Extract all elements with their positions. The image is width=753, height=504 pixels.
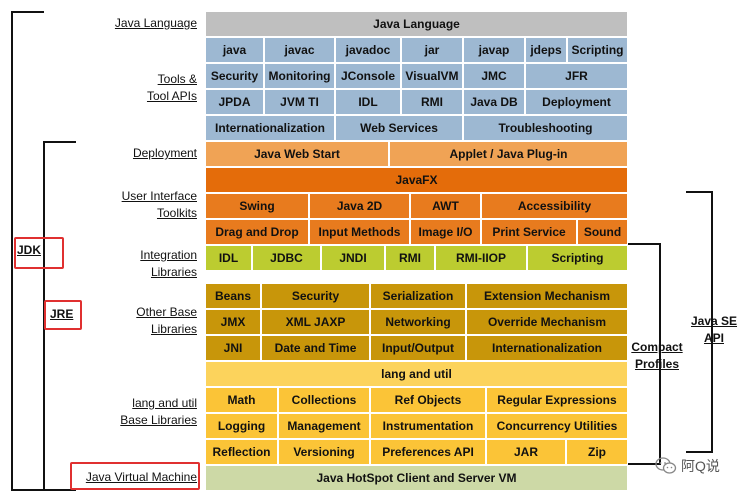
cell-jconsole: JConsole (336, 64, 400, 88)
cell-beans: Beans (206, 284, 260, 308)
cell-java: java (206, 38, 263, 62)
label-tools: Tools & Tool APIs (146, 72, 197, 103)
cell-print-service: Print Service (482, 220, 576, 244)
cell-concurrency-utilities: Concurrency Utilities (487, 414, 627, 438)
cell-regular-expressions: Regular Expressions (487, 388, 627, 412)
cell-extension-mechanism: Extension Mechanism (467, 284, 627, 308)
cell-jmc: JMC (464, 64, 524, 88)
cell-rmi: RMI (386, 246, 434, 270)
java-se-api-label: Java SE API (690, 314, 738, 345)
cell-jvmti: JVM TI (265, 90, 334, 114)
cell-input-output: Input/Output (371, 336, 465, 360)
cell-java-language: Java Language (206, 12, 627, 36)
cell-collections: Collections (279, 388, 369, 412)
label-deployment: Deployment (132, 146, 197, 160)
compact-bracket (628, 243, 661, 465)
cell-awt: AWT (411, 194, 480, 218)
cell-security-tool: Security (206, 64, 263, 88)
cell-internationalization-tool: Internationalization (206, 116, 334, 140)
watermark: 阿Q说 (655, 456, 720, 476)
cell-override-mechanism: Override Mechanism (467, 310, 627, 334)
cell-serialization: Serialization (371, 284, 465, 308)
jre-label: JRE (50, 307, 74, 321)
cell-reflection: Reflection (206, 440, 277, 464)
cell-javap: javap (464, 38, 524, 62)
cell-applet-plugin: Applet / Java Plug-in (390, 142, 627, 166)
cell-image-io: Image I/O (411, 220, 480, 244)
label-lang-util: lang and util Base Libraries (120, 396, 197, 427)
cell-scripting: Scripting (528, 246, 627, 270)
jdk-highlight (14, 237, 64, 269)
cell-preferences-api: Preferences API (371, 440, 485, 464)
label-ui-toolkits: User Interface Toolkits (121, 189, 197, 220)
label-jvm: Java Virtual Machine (85, 470, 197, 484)
cell-security: Security (262, 284, 369, 308)
cell-drag-and-drop: Drag and Drop (206, 220, 308, 244)
cell-hotspot-vm: Java HotSpot Client and Server VM (206, 466, 627, 490)
cell-xml-jaxp: XML JAXP (262, 310, 369, 334)
jdk-bracket (11, 11, 44, 491)
cell-jfr: JFR (526, 64, 627, 88)
cell-rmi-tool: RMI (402, 90, 462, 114)
cell-troubleshooting: Troubleshooting (464, 116, 627, 140)
cell-networking: Networking (371, 310, 465, 334)
compact-profiles-label: Compact Profiles (631, 340, 683, 371)
cell-swing: Swing (206, 194, 308, 218)
cell-instrumentation: Instrumentation (371, 414, 485, 438)
cell-lang-and-util: lang and util (206, 362, 627, 386)
cell-rmi-iiop: RMI-IIOP (436, 246, 526, 270)
cell-jar: jar (402, 38, 462, 62)
cell-javadb: Java DB (464, 90, 524, 114)
cell-internationalization: Internationalization (467, 336, 627, 360)
cell-jpda: JPDA (206, 90, 263, 114)
label-other-base: Other Base Libraries (136, 305, 197, 336)
cell-jndi: JNDI (322, 246, 384, 270)
cell-java-web-start: Java Web Start (206, 142, 388, 166)
cell-visualvm: VisualVM (402, 64, 462, 88)
cell-input-methods: Input Methods (310, 220, 409, 244)
cell-jmx: JMX (206, 310, 260, 334)
cell-management: Management (279, 414, 369, 438)
label-integration: Integration Libraries (140, 248, 197, 279)
cell-web-services: Web Services (336, 116, 462, 140)
cell-javafx: JavaFX (206, 168, 627, 192)
cell-sound: Sound (578, 220, 627, 244)
cell-javac: javac (265, 38, 334, 62)
wechat-icon (655, 457, 677, 474)
cell-accessibility: Accessibility (482, 194, 627, 218)
label-java-language: Java Language (114, 16, 197, 30)
watermark-text: 阿Q说 (681, 458, 720, 474)
cell-versioning: Versioning (279, 440, 369, 464)
cell-math: Math (206, 388, 277, 412)
cell-date-and-time: Date and Time (262, 336, 369, 360)
jre-highlight (44, 300, 82, 330)
cell-idl-tool: IDL (336, 90, 400, 114)
cell-java2d: Java 2D (310, 194, 409, 218)
cell-jni: JNI (206, 336, 260, 360)
cell-scripting-tool: Scripting (568, 38, 627, 62)
cell-deployment-tool: Deployment (526, 90, 627, 114)
cell-idl: IDL (206, 246, 251, 270)
cell-jdeps: jdeps (526, 38, 566, 62)
cell-ref-objects: Ref Objects (371, 388, 485, 412)
cell-jdbc: JDBC (253, 246, 320, 270)
cell-javadoc: javadoc (336, 38, 400, 62)
cell-monitoring: Monitoring (265, 64, 334, 88)
javase-bracket (686, 191, 713, 453)
jvm-highlight (70, 462, 200, 490)
cell-jar: JAR (487, 440, 565, 464)
jdk-label: JDK (17, 243, 42, 257)
cell-logging: Logging (206, 414, 277, 438)
cell-zip: Zip (567, 440, 627, 464)
